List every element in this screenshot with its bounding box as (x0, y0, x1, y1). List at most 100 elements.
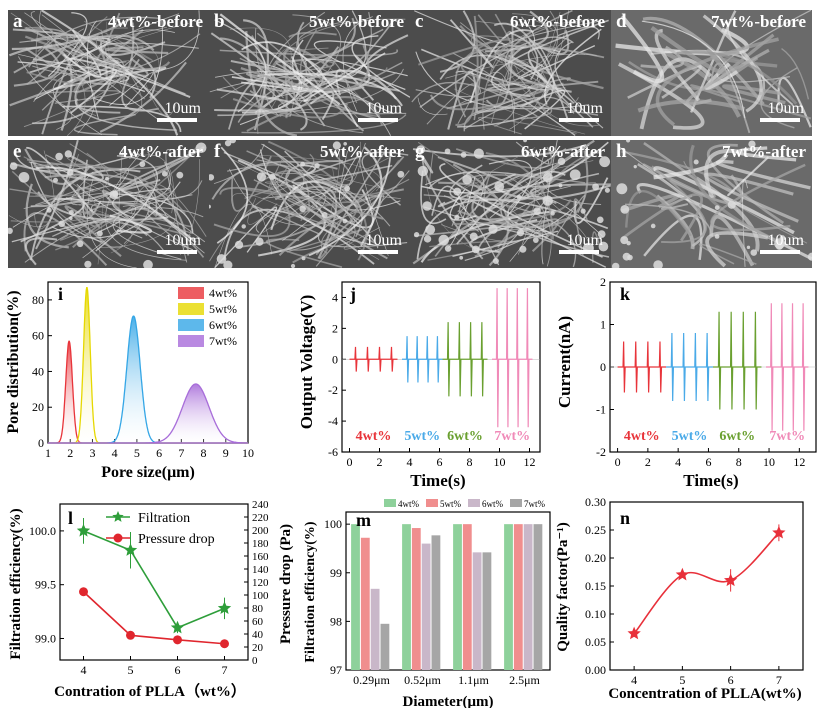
sem-fiber (463, 96, 575, 130)
scale-label: 10um (767, 232, 804, 249)
sem-fiber (457, 150, 589, 228)
y2-tick-label: 240 (252, 499, 269, 511)
panel-letter: m (356, 510, 371, 530)
sem-fiber (241, 41, 359, 128)
legend-label: 4wt% (398, 499, 420, 509)
legend-label: 6wt% (209, 318, 237, 332)
x-tick-label: 0 (347, 455, 353, 469)
sem-fiber (265, 238, 343, 268)
sem-particle (620, 236, 629, 245)
legend-swatch (178, 335, 204, 347)
sem-fiber (56, 100, 73, 130)
x-tick-label: 12 (524, 455, 536, 469)
sem-fiber (438, 173, 516, 208)
sem-fiber (653, 166, 795, 235)
sem-particle (321, 212, 328, 218)
sem-fiber (439, 162, 603, 258)
sem-fiber (11, 16, 133, 51)
sem-fiber (14, 153, 140, 172)
sem-fiber (138, 195, 206, 254)
y-tick-label: 80 (32, 293, 44, 307)
sem-fiber (287, 199, 379, 247)
sem-fiber (655, 37, 779, 127)
sem-fiber (26, 68, 85, 86)
legend-label: 5wt% (209, 302, 237, 316)
data-point (170, 620, 185, 634)
sem-fiber (690, 84, 812, 120)
sem-fiber (245, 73, 304, 95)
chart-j: 0 2 4 6 8 10 12 -6 -4 -2 0 2 4 4wt% 5wt% 6wt% 7wt% j Time(… (297, 281, 541, 490)
sem-fiber (528, 11, 561, 106)
legend-swatch (178, 303, 204, 315)
sem-fiber (528, 29, 570, 55)
series-label: 6wt% (447, 429, 483, 444)
sem-particle (775, 242, 784, 250)
sem-fiber (475, 18, 589, 27)
x-tick-label: 6 (156, 446, 162, 460)
series-label: 4wt% (356, 429, 392, 444)
x-tick-label: 4 (112, 446, 118, 460)
sem-fiber (477, 116, 577, 135)
series-7wt% (492, 288, 533, 428)
panel-letter: n (620, 508, 630, 528)
sem-particle (516, 194, 522, 200)
sem-particle (453, 187, 462, 196)
y-tick-label: 1 (600, 318, 606, 332)
sem-fiber (20, 197, 86, 243)
sem-fiber (251, 205, 321, 236)
sem-fiber (112, 194, 193, 260)
sem-fiber (455, 15, 479, 127)
data-point (217, 601, 232, 614)
series-line (633, 532, 780, 635)
y2-tick-label: 120 (252, 577, 269, 589)
y-tick-label: 100.0 (29, 524, 56, 538)
bar-4wt% (402, 524, 411, 670)
x-axis-label: Pore size(μm) (101, 464, 195, 481)
legend-swatch (178, 287, 204, 299)
sem-particle (64, 150, 73, 158)
sem-particle (620, 204, 630, 214)
data-point (79, 587, 88, 597)
x-axis-label: Time(s) (683, 471, 738, 490)
sem-particle (229, 140, 237, 144)
sem-fiber (453, 88, 586, 135)
sem-fiber (24, 207, 204, 263)
sem-particle (314, 163, 320, 169)
bar-5wt% (411, 528, 421, 670)
sem-fiber (217, 62, 312, 117)
sem-image (410, 140, 611, 268)
sem-fiber (73, 113, 136, 136)
sem-fiber (100, 42, 199, 95)
sem-fiber (71, 10, 200, 71)
legend-swatch (468, 499, 480, 507)
panel-letter: f (214, 141, 221, 162)
sem-fiber (24, 26, 54, 52)
legend-label: 6wt% (482, 499, 504, 509)
sem-fiber (417, 97, 448, 115)
sem-fiber (41, 10, 179, 136)
sem-particle (604, 187, 610, 193)
sem-particle (462, 174, 472, 185)
legend-label: 4wt% (209, 286, 237, 300)
y-tick-label: 99 (330, 566, 342, 580)
y2-tick-label: 180 (252, 538, 269, 550)
plot-frame (609, 501, 804, 671)
panel-letter: h (616, 141, 627, 162)
sem-fiber (544, 28, 602, 105)
scale-label: 10um (164, 100, 201, 117)
series-5wt% (402, 336, 443, 383)
y2-tick-label: 80 (252, 603, 264, 615)
y-axis-label: Quality factor(Pa⁻¹) (555, 522, 571, 651)
data-point (123, 543, 138, 556)
sem-fiber (689, 144, 785, 246)
data-point (627, 626, 641, 640)
sem-particle (69, 216, 73, 221)
series-label: 5wt% (404, 429, 440, 444)
y2-tick-label: 160 (252, 551, 269, 563)
x-tick-label: 4 (675, 455, 681, 469)
sem-fiber (431, 185, 467, 216)
sem-fiber (19, 36, 139, 78)
bar-7wt% (482, 552, 492, 670)
sem-particle (550, 211, 555, 216)
y2-tick-label: 220 (252, 512, 269, 524)
